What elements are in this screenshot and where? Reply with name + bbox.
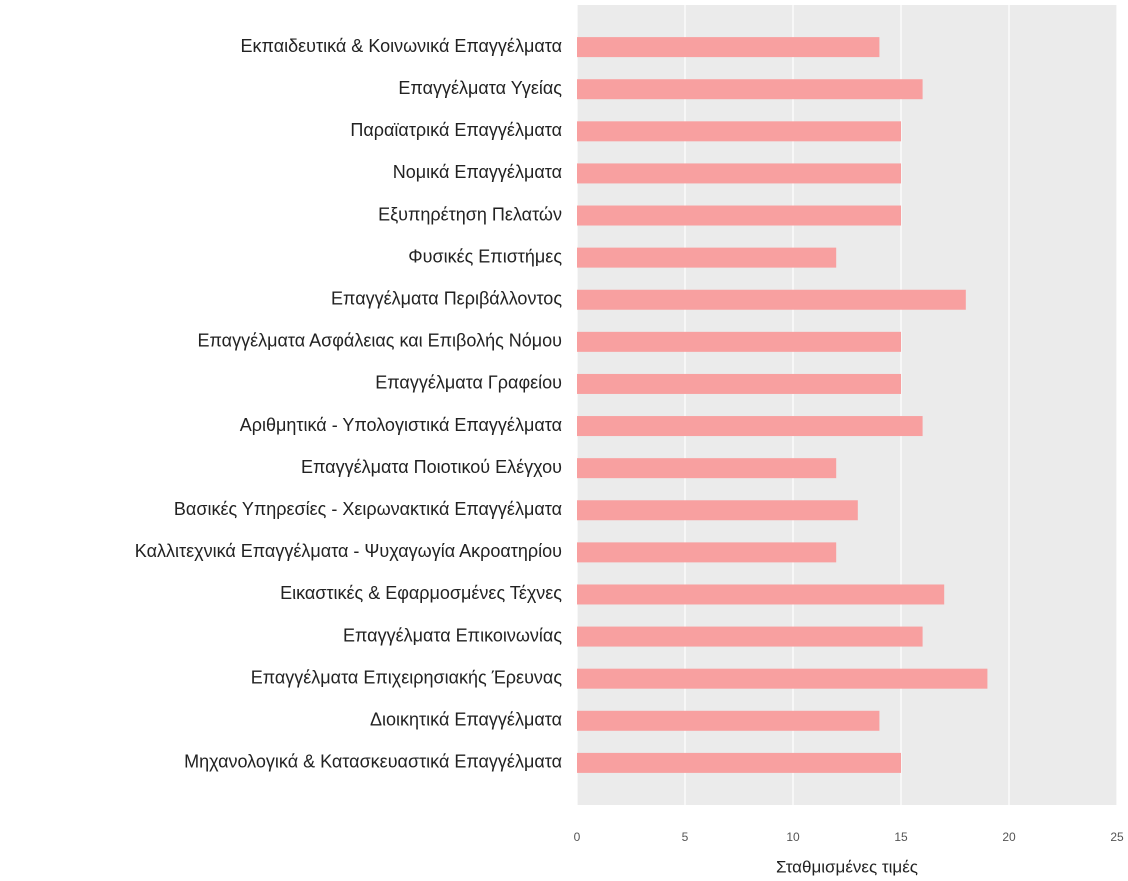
y-tick-label: Διοικητικά Επαγγέλματα: [370, 710, 562, 730]
y-tick-label: Επαγγέλματα Ποιοτικού Ελέγχου: [301, 457, 562, 477]
bar: [577, 121, 901, 142]
y-tick-label: Καλλιτεχνικά Επαγγέλματα - Ψυχαγωγία Ακρ…: [135, 541, 562, 561]
x-tick-label: 0: [574, 830, 581, 844]
bar: [577, 500, 858, 521]
bar: [577, 668, 988, 689]
y-tick-label: Επαγγέλματα Περιβάλλοντος: [331, 288, 562, 308]
bar: [577, 37, 880, 58]
bar: [577, 584, 945, 605]
y-tick-label: Επαγγέλματα Γραφείου: [375, 373, 562, 393]
bar: [577, 205, 901, 226]
x-tick-label: 10: [786, 830, 800, 844]
y-tick-label: Εξυπηρέτηση Πελατών: [378, 204, 562, 224]
y-tick-label: Νομικά Επαγγέλματα: [393, 162, 562, 182]
y-tick-label: Βασικές Υπηρεσίες - Χειρωνακτικά Επαγγέλ…: [174, 499, 562, 519]
bar: [577, 331, 901, 352]
y-tick-label: Επαγγέλματα Επικοινωνίας: [343, 625, 562, 645]
bar: [577, 710, 880, 731]
y-tick-label: Μηχανολογικά & Κατασκευαστικά Επαγγέλματ…: [184, 752, 562, 772]
y-tick-label: Επαγγέλματα Επιχειρησιακής Έρευνας: [251, 667, 563, 687]
bar: [577, 458, 837, 479]
bar: [577, 79, 923, 100]
bar: [577, 752, 901, 773]
x-tick-label: 5: [682, 830, 689, 844]
y-tick-label: Επαγγέλματα Υγείας: [398, 78, 562, 98]
x-tick-label: 20: [1002, 830, 1016, 844]
y-tick-label: Επαγγέλματα Ασφάλειας και Επιβολής Νόμου: [198, 331, 563, 351]
bar: [577, 416, 923, 437]
x-tick-label: 25: [1110, 830, 1124, 844]
x-tick-label: 15: [894, 830, 908, 844]
bar: [577, 163, 901, 184]
bar: [577, 542, 837, 563]
y-tick-label: Εικαστικές & Εφαρμοσμένες Τέχνες: [280, 583, 562, 603]
y-tick-label: Παραϊατρικά Επαγγέλματα: [350, 120, 562, 140]
y-tick-label: Φυσικές Επιστήμες: [408, 246, 562, 266]
bar: [577, 247, 837, 268]
bar: [577, 626, 923, 647]
bar: [577, 373, 901, 394]
bar: [577, 289, 966, 310]
y-tick-label: Εκπαιδευτικά & Κοινωνικά Επαγγέλματα: [241, 36, 562, 56]
x-axis-title: Σταθμισμένες τιμές: [776, 857, 918, 876]
y-tick-label: Αριθμητικά - Υπολογιστικά Επαγγέλματα: [240, 415, 562, 435]
